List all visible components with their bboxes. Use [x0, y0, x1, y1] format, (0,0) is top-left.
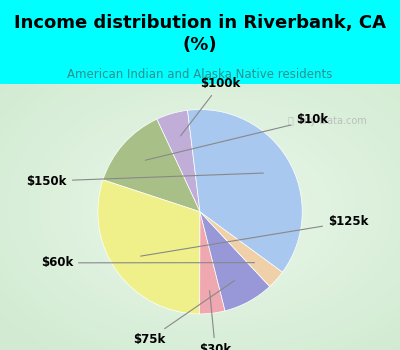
Text: $60k: $60k: [41, 256, 254, 270]
Text: $100k: $100k: [180, 77, 240, 136]
Text: Income distribution in Riverbank, CA
(%): Income distribution in Riverbank, CA (%): [14, 14, 386, 54]
Wedge shape: [98, 180, 200, 314]
Wedge shape: [188, 110, 302, 272]
Wedge shape: [200, 212, 270, 311]
Wedge shape: [200, 212, 225, 314]
Text: American Indian and Alaska Native residents: American Indian and Alaska Native reside…: [67, 68, 333, 81]
Text: $125k: $125k: [140, 216, 368, 256]
Text: $75k: $75k: [133, 281, 234, 346]
Text: $30k: $30k: [199, 290, 231, 350]
Wedge shape: [157, 110, 200, 212]
Wedge shape: [200, 212, 282, 287]
Wedge shape: [103, 119, 200, 212]
Text: $10k: $10k: [145, 113, 328, 160]
Text: ⓘ City-Data.com: ⓘ City-Data.com: [288, 116, 367, 126]
Text: $150k: $150k: [26, 173, 263, 188]
